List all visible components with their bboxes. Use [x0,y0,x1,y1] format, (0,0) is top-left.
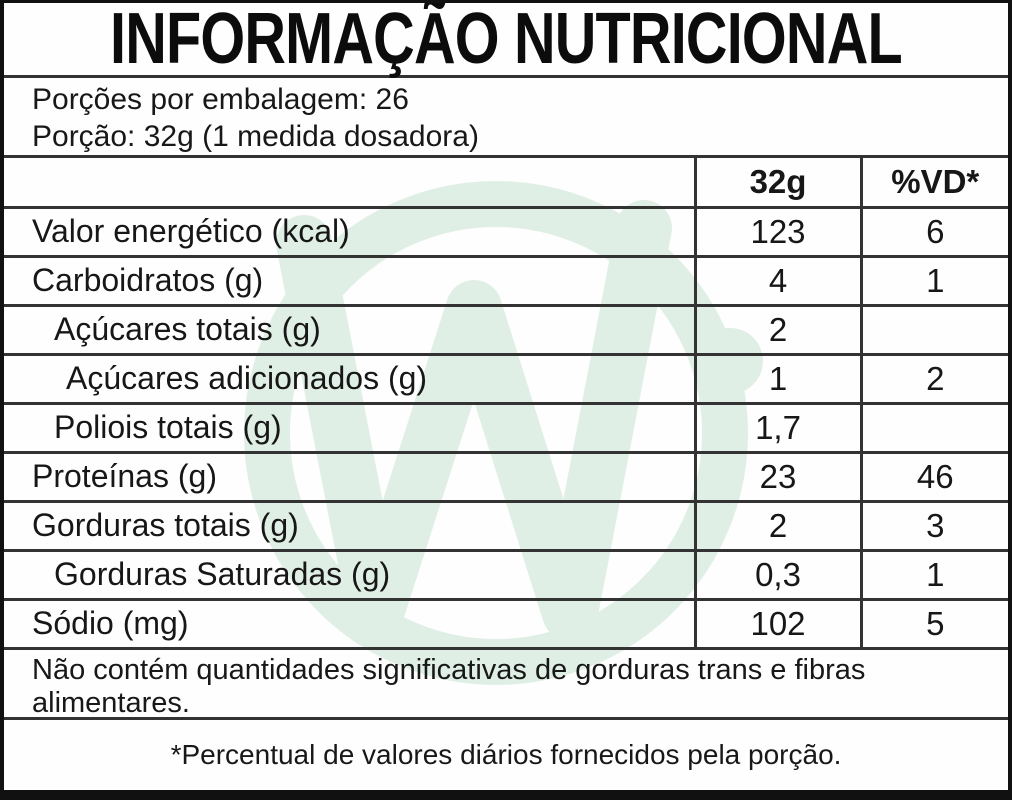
table-row: Carboidratos (g) 4 1 [4,256,1008,307]
nutrient-label: Açúcares totais (g) [4,305,695,356]
table-row: Gorduras totais (g) 2 3 [4,501,1008,552]
nutrition-table: 32g %VD* Valor energético (kcal) 123 6 Carb… [4,158,1008,650]
amount-value: 23 [693,452,861,503]
label-title-bar: INFORMAÇÃO NUTRICIONAL [4,3,1008,78]
nutrient-label: Proteínas (g) [4,452,695,503]
servings-per-package: Porções por embalagem: 26 [32,83,409,116]
dv-value: 1 [859,256,1008,307]
table-header-row: 32g %VD* [4,158,1008,209]
dv-value: 3 [859,501,1008,552]
dv-value: 5 [859,599,1008,650]
column-header-nutrient [4,158,695,209]
nutrient-label: Gorduras Saturadas (g) [4,550,695,601]
amount-value: 0,3 [693,550,861,601]
column-header-amount: 32g [693,158,861,209]
dv-value: 1 [859,550,1008,601]
table-row: Gorduras Saturadas (g) 0,3 1 [4,550,1008,601]
no-significant-amounts-note: Não contém quantidades significativas de… [4,650,1008,720]
table-row: Proteínas (g) 23 46 [4,452,1008,503]
table-row: Poliois totais (g) 1,7 [4,403,1008,454]
amount-value: 2 [693,305,861,356]
table-row: Açúcares adicionados (g) 1 2 [4,354,1008,405]
dv-value [859,305,1008,356]
amount-value: 102 [693,599,861,650]
dv-value: 2 [859,354,1008,405]
nutrient-label: Valor energético (kcal) [4,207,695,258]
dv-value: 6 [859,207,1008,258]
amount-value: 4 [693,256,861,307]
table-row: Sódio (mg) 102 5 [4,599,1008,650]
amount-value: 123 [693,207,861,258]
amount-value: 2 [693,501,861,552]
nutrient-label: Açúcares adicionados (g) [4,354,695,405]
table-row: Açúcares totais (g) 2 [4,305,1008,356]
dv-value [859,403,1008,454]
serving-info: Porções por embalagem: 26 Porção: 32g (1… [4,78,1008,158]
table-row: Valor energético (kcal) 123 6 [4,207,1008,258]
daily-value-footnote: *Percentual de valores diários fornecido… [170,738,842,770]
amount-value: 1,7 [693,403,861,454]
page-title: INFORMAÇÃO NUTRICIONAL [110,0,903,79]
nutrient-label: Poliois totais (g) [4,403,695,454]
dv-value: 46 [859,452,1008,503]
nutrient-label: Sódio (mg) [4,599,695,650]
amount-value: 1 [693,354,861,405]
nutrition-table-body: Valor energético (kcal) 123 6 Carboidratos … [4,207,1008,650]
nutrient-label: Gorduras totais (g) [4,501,695,552]
column-header-dv: %VD* [859,158,1008,209]
nutrient-label: Carboidratos (g) [4,256,695,307]
serving-size: Porção: 32g (1 medida dosadora) [32,120,479,153]
